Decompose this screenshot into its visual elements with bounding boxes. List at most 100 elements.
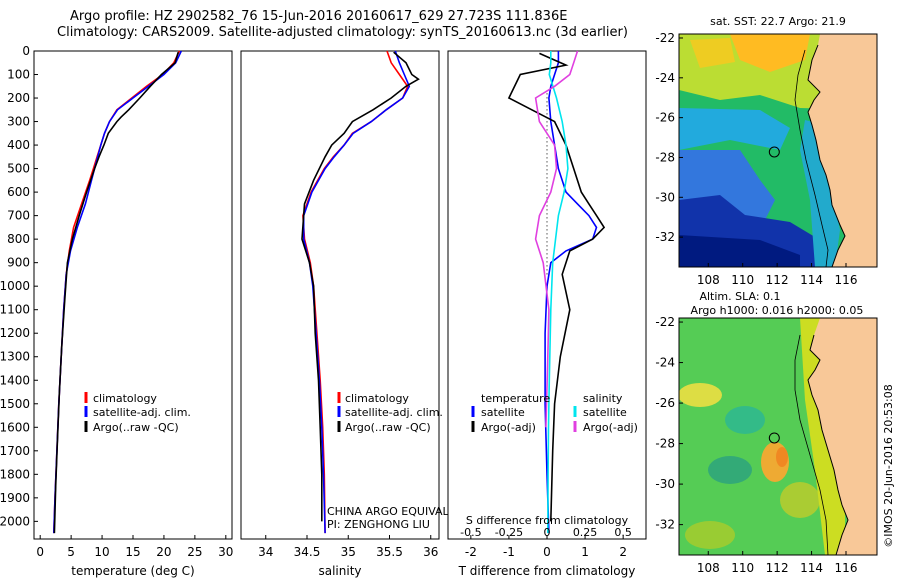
temperature-ytick-label: 1200 (0, 326, 30, 340)
temperature-ytick-label: 600 (7, 185, 30, 199)
temperature-ytick-label: 300 (7, 115, 30, 129)
sst_map-lat-tick-label: -26 (655, 111, 675, 125)
sla-map-frame (678, 317, 878, 556)
difference-top-tick-label: 0.25 (573, 526, 598, 539)
temperature-series-argo-raw-qc (53, 51, 179, 534)
annotation-program: CHINA ARGO EQUIVALENT (327, 505, 471, 518)
legend-s-argo-label: Argo(-adj) (583, 421, 638, 434)
sla-patch-d (725, 406, 765, 434)
salinity-xtick-label: 35.5 (376, 545, 403, 559)
sst-map-title: sat. SST: 22.7 Argo: 21.9 (710, 15, 846, 28)
sst_map-lat-tick-label: -32 (655, 230, 675, 244)
salinity-series-argo-raw-qc (301, 51, 420, 522)
salinity-xtick-label: 35 (341, 545, 356, 559)
sla-patch-f (780, 482, 820, 518)
sst_map-lat-tick-label: -24 (655, 71, 675, 85)
sla_map-lon-tick-label: 108 (697, 561, 720, 575)
temperature-ytick-label: 1800 (0, 467, 30, 481)
difference-series-salinity-argo-adj (534, 50, 579, 428)
difference-xtick-label: 1 (581, 545, 589, 559)
sla-patch-g (685, 521, 735, 549)
temperature-xtick-label: 10 (94, 545, 109, 559)
sla_map-lon-tick-label: 110 (731, 561, 754, 575)
salinity-series-satellite-adj-clim (302, 50, 411, 534)
difference-xlabel: T difference from climatology (458, 564, 636, 578)
difference-xlabel-top: S difference from climatology (466, 514, 629, 527)
temperature-ytick-label: 1400 (0, 373, 30, 387)
salinity-xtick-label: 34.5 (294, 545, 321, 559)
sst-map-frame (678, 33, 878, 268)
sla_map-lat-tick-label: -26 (655, 396, 675, 410)
sst_map-lon-tick-label: 110 (731, 273, 754, 287)
difference-series-salinity-satellite (546, 51, 569, 534)
salinity-xtick-label: 34 (258, 545, 273, 559)
salinity-xtick-label: 36 (423, 545, 438, 559)
sst-land (808, 34, 877, 267)
sst_map-lat-tick-label: -30 (655, 190, 675, 204)
sst-argo-marker (768, 146, 780, 158)
legend-argo-label: Argo(..raw -QC) (93, 421, 179, 434)
temperature-legend: climatology satellite-adj. clim. Argo(..… (84, 392, 191, 434)
temperature-ytick-label: 2000 (0, 514, 30, 528)
difference-series-temperature-argo-adj (507, 52, 606, 522)
sla-argo-marker (768, 432, 780, 444)
temperature-frame (33, 50, 233, 540)
salinity-frame (240, 50, 440, 540)
temperature-ytick-label: 800 (7, 232, 30, 246)
sst-map: sat. SST: 22.7 Argo: 21.9 108 110 112 114 11… (655, 15, 878, 287)
difference-top-tick-label: 0 (544, 526, 551, 539)
difference-top-tick-label: 0.5 (614, 526, 632, 539)
sal-legend-satellite-label: satellite-adj. clim. (345, 406, 443, 419)
sla-map-title: Altim. SLA: 0.1 (699, 290, 780, 303)
temperature-xtick-label: 15 (125, 545, 140, 559)
sst_map-lon-tick-label: 114 (800, 273, 823, 287)
temperature-ytick-label: 1000 (0, 279, 30, 293)
temperature-xtick-label: 5 (67, 545, 75, 559)
sst_map-lon-tick-label: 116 (835, 273, 858, 287)
difference-xtick-label: 0 (543, 545, 551, 559)
sal-legend-climatology-label: climatology (345, 392, 409, 405)
sal-legend-argo-label: Argo(..raw -QC) (345, 421, 431, 434)
temperature-ytick-label: 1500 (0, 397, 30, 411)
sst-warm-patch-b (690, 38, 735, 68)
temperature-xtick-label: 20 (156, 545, 171, 559)
salinity-panel: 34 34.5 35 35.5 36 salinity climatology sate… (240, 50, 471, 578)
sla-land (808, 318, 877, 555)
difference-top-tick-label: -0.5 (460, 526, 481, 539)
sst_map-lat-tick-label: -28 (655, 150, 675, 164)
temperature-ytick-label: 1600 (0, 420, 30, 434)
sla_map-lat-tick-label: -22 (655, 315, 675, 329)
sst-deep-cold (679, 235, 800, 267)
temperature-ytick-label: 1700 (0, 444, 30, 458)
temperature-ytick-label: 900 (7, 256, 30, 270)
sla-patch-e (708, 456, 752, 484)
temperature-ytick-label: 1100 (0, 303, 30, 317)
sla_map-lat-tick-label: -30 (655, 477, 675, 491)
sla_map-lat-tick-label: -24 (655, 356, 675, 370)
difference-legend: temperature salinity satellite Argo(-adj… (471, 392, 638, 434)
legend-salinity-title: salinity (583, 392, 623, 405)
sst-cool-band (679, 108, 790, 150)
temperature-ytick-label: 500 (7, 162, 30, 176)
temperature-xtick-label: 0 (36, 545, 44, 559)
temperature-ytick-label: 0 (22, 44, 30, 58)
sst_map-lon-tick-label: 108 (697, 273, 720, 287)
temperature-ytick-label: 700 (7, 209, 30, 223)
temperature-panel: 0 5 10 15 20 25 300100200300400500600700800900… (0, 44, 233, 578)
difference-panel: -2 -1 0 1 2 -0.5 -0.25 0 0.25 0.5 S difference fr… (447, 50, 647, 578)
sla_map-lon-tick-label: 112 (766, 561, 789, 575)
header-line1: Argo profile: HZ 2902582_76 15-Jun-2016 … (70, 9, 567, 24)
legend-satellite-label: satellite-adj. clim. (93, 406, 191, 419)
sla-shelf-contour (794, 334, 829, 555)
difference-xtick-label: -2 (465, 545, 477, 559)
legend-t-satellite-label: satellite (481, 406, 525, 419)
legend-climatology-label: climatology (93, 392, 157, 405)
temperature-xtick-label: 30 (218, 545, 233, 559)
difference-top-tick-label: -0.25 (495, 526, 523, 539)
sla-map-subtitle: Argo h1000: 0.016 h2000: 0.05 (691, 304, 864, 317)
sst-warmest-patch (730, 34, 810, 72)
sla-patch-c (776, 447, 788, 467)
temperature-ytick-label: 200 (7, 91, 30, 105)
legend-s-satellite-label: satellite (583, 406, 627, 419)
